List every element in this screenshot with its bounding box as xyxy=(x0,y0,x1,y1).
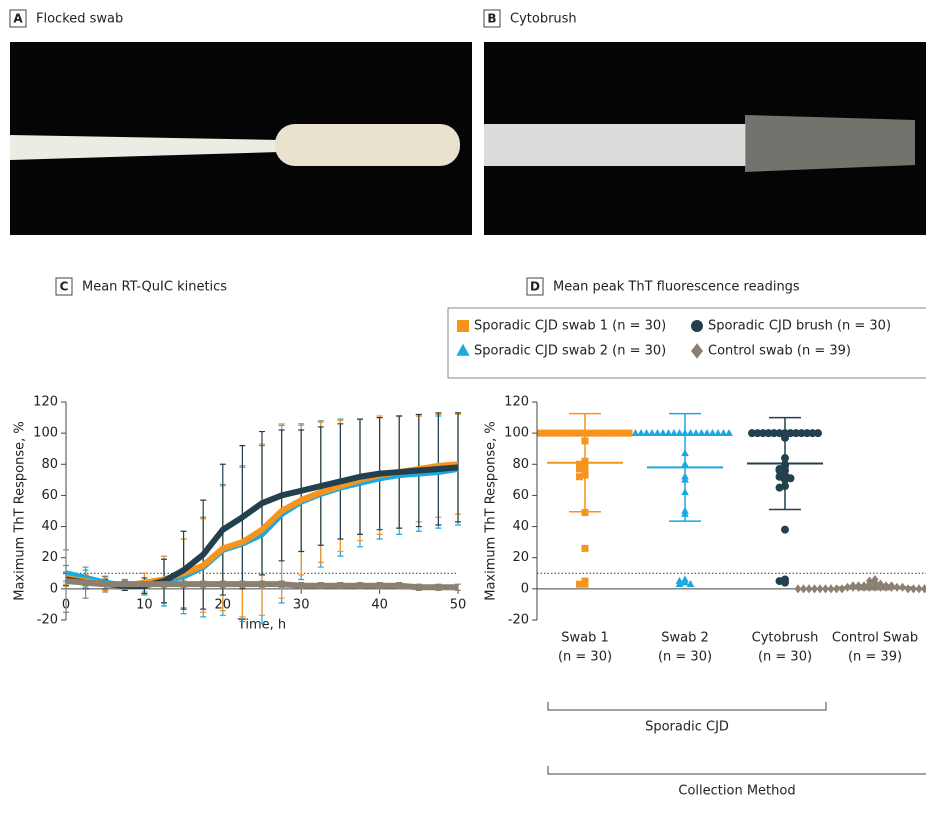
legend-label: Sporadic CJD swab 1 (n = 30) xyxy=(474,319,666,334)
panel-letter: A xyxy=(13,12,23,26)
x-tick-label: Swab 2 xyxy=(661,631,709,646)
data-point xyxy=(626,430,633,437)
brush-handle xyxy=(484,124,746,166)
y-tick-label: 0 xyxy=(50,581,58,596)
panel-a: A Flocked swab xyxy=(10,10,472,235)
y-tick-label: 60 xyxy=(512,488,529,503)
panel-title: Cytobrush xyxy=(510,12,577,27)
y-tick-label: -20 xyxy=(37,613,58,628)
y-tick-label: 80 xyxy=(512,457,529,472)
x-tick-note: (n = 39) xyxy=(848,650,902,665)
y-axis-label: Maximum ThT Response, % xyxy=(484,421,499,601)
x-tick-label: 40 xyxy=(371,597,388,612)
data-point xyxy=(576,473,583,480)
data-point xyxy=(795,584,802,593)
panel-title: Flocked swab xyxy=(36,12,123,27)
chart-title: Mean peak ThT fluorescence readings xyxy=(553,280,800,295)
y-tick-label: 40 xyxy=(41,519,58,534)
data-point xyxy=(781,579,789,587)
y-tick-label: 120 xyxy=(33,395,58,410)
data-point xyxy=(582,545,589,552)
y-axis-label: Maximum ThT Response, % xyxy=(13,421,28,601)
data-point xyxy=(748,429,756,437)
y-tick-label: 60 xyxy=(41,488,58,503)
x-tick-label: 10 xyxy=(136,597,153,612)
y-tick-label: 120 xyxy=(504,395,529,410)
figure: A Flocked swab B Cytobrush C Mean RT-QuIC… xyxy=(0,0,926,818)
x-tick-note: (n = 30) xyxy=(558,650,612,665)
x-tick-note: (n = 30) xyxy=(658,650,712,665)
data-point xyxy=(776,484,784,492)
y-tick-label: 20 xyxy=(41,550,58,565)
data-point xyxy=(632,429,640,436)
data-point xyxy=(538,430,545,437)
legend-label: Control swab (n = 39) xyxy=(708,344,851,359)
chart-title: Mean RT-QuIC kinetics xyxy=(82,280,227,295)
y-tick-label: 40 xyxy=(512,519,529,534)
y-tick-label: 80 xyxy=(41,457,58,472)
legend-marker xyxy=(691,320,703,332)
swab-head xyxy=(275,124,460,166)
bracket xyxy=(548,702,826,710)
x-tick-note: (n = 30) xyxy=(758,650,812,665)
bracket xyxy=(548,766,926,774)
x-axis-label: Collection Method xyxy=(678,784,795,799)
brush-bristles xyxy=(745,115,915,172)
data-point xyxy=(814,429,822,437)
x-tick-label: Cytobrush xyxy=(752,631,819,646)
y-tick-label: 100 xyxy=(504,426,529,441)
x-tick-label: Swab 1 xyxy=(561,631,609,646)
panel-b: B Cytobrush xyxy=(484,10,926,235)
y-tick-label: 100 xyxy=(33,426,58,441)
data-point xyxy=(576,581,583,588)
data-point xyxy=(781,526,789,534)
y-tick-label: -20 xyxy=(508,613,529,628)
x-tick-label: Control Swab xyxy=(832,631,918,646)
x-tick-label: 30 xyxy=(293,597,310,612)
group-label: Sporadic CJD xyxy=(645,720,729,735)
legend-marker xyxy=(457,320,469,332)
legend-label: Sporadic CJD swab 2 (n = 30) xyxy=(474,344,666,359)
data-point xyxy=(725,429,733,436)
y-tick-label: 20 xyxy=(512,550,529,565)
panel-letter: B xyxy=(487,12,496,26)
legend-label: Sporadic CJD brush (n = 30) xyxy=(708,319,891,334)
panel-letter: D xyxy=(530,280,540,294)
series-line xyxy=(66,581,458,587)
data-point xyxy=(921,584,926,593)
y-tick-label: 0 xyxy=(521,581,529,596)
x-tick-label: 50 xyxy=(450,597,467,612)
panel-letter: C xyxy=(60,280,69,294)
